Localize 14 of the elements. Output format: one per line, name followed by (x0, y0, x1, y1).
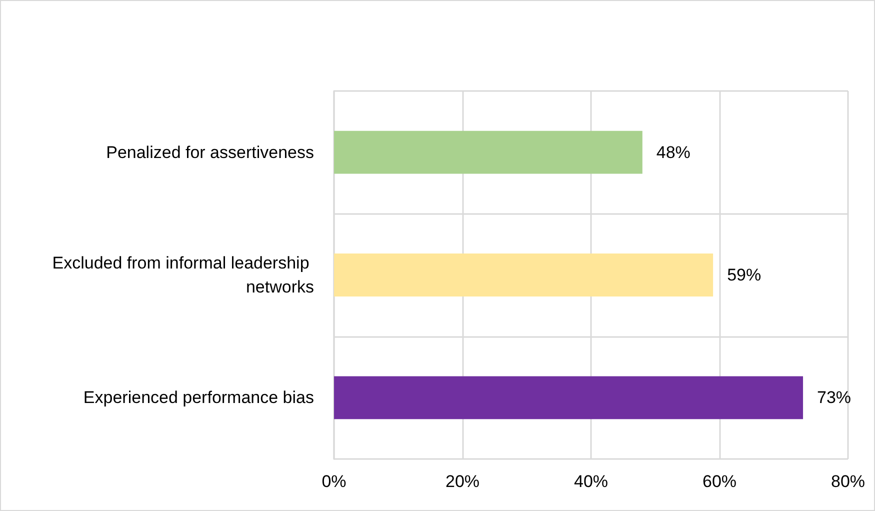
data-label: 73% (817, 388, 852, 408)
bar (334, 130, 642, 174)
data-label: 59% (727, 266, 762, 284)
y-tick-label: Excluded from informal leadership networks (52, 254, 314, 296)
y-tick-label: Penalized for assertiveness (106, 142, 314, 162)
bar (334, 376, 804, 420)
x-tick-label: 80% (830, 472, 866, 491)
x-tick-label: 40% (574, 472, 608, 491)
data-label: 48% (656, 142, 690, 162)
x-tick-label: 0% (322, 472, 346, 491)
x-tick-label: 20% (445, 472, 480, 491)
y-tick-label: Experienced performance bias (83, 388, 314, 408)
x-tick-label: 60% (702, 472, 737, 491)
bar (334, 254, 714, 296)
